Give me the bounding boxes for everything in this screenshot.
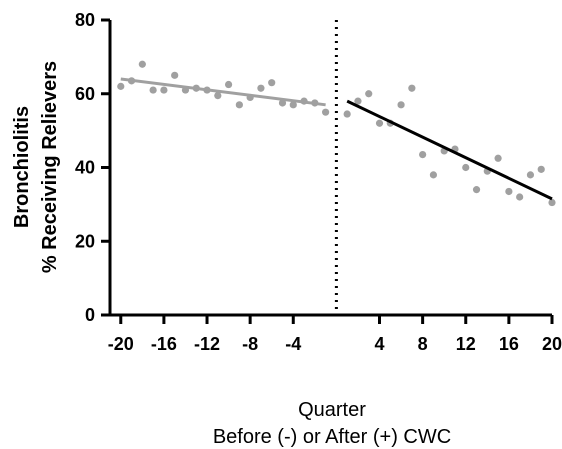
data-point xyxy=(278,99,287,107)
data-point xyxy=(149,86,157,94)
x-tick-label: 20 xyxy=(542,334,562,354)
data-point xyxy=(160,86,168,94)
data-point xyxy=(462,163,470,172)
trend-line xyxy=(346,99,553,201)
data-point xyxy=(375,119,384,127)
y-tick-label: 40 xyxy=(75,158,95,178)
x-tick-label: -16 xyxy=(151,334,177,354)
y-tick-label: 80 xyxy=(75,10,95,30)
trend-line xyxy=(120,77,326,107)
y-axis-title-line-2: % Receiving Relievers xyxy=(39,61,61,273)
x-axis-title-line-2: Before (-) or After (+) CWC xyxy=(213,426,451,448)
data-point xyxy=(516,193,524,201)
x-tick-label: 4 xyxy=(375,334,385,354)
x-axis-title: Quarter Before (-) or After (+) CWC xyxy=(213,399,451,448)
data-point xyxy=(408,84,416,92)
data-point xyxy=(505,187,513,196)
data-point xyxy=(235,101,243,109)
data-point xyxy=(268,79,276,87)
x-axis-title-line-1: Quarter xyxy=(298,399,366,421)
x-tick-label: -8 xyxy=(242,334,258,354)
data-point xyxy=(214,91,222,100)
y-tick-label: 20 xyxy=(75,231,95,251)
data-point xyxy=(429,171,438,179)
data-point xyxy=(322,108,330,116)
x-tick-label: 8 xyxy=(418,334,428,354)
data-point xyxy=(257,84,265,92)
data-point xyxy=(117,82,125,90)
y-axis-title-line-1: Bronchiolitis xyxy=(11,106,33,228)
x-tick-label: -12 xyxy=(194,334,220,354)
data-point xyxy=(138,60,146,68)
plot-area: 0 20 40 60 80 -20 -16 -12 -8 -4 4 8 12 16 20 xyxy=(75,10,562,354)
y-tick-label: 0 xyxy=(85,305,95,325)
data-point xyxy=(343,110,351,118)
data-point xyxy=(365,90,373,98)
y-axis-title: Bronchiolitis % Receiving Relievers xyxy=(11,61,61,273)
data-point xyxy=(354,97,362,105)
x-tick-label: -20 xyxy=(108,334,134,354)
data-point xyxy=(548,198,556,207)
data-point xyxy=(171,71,179,79)
data-point xyxy=(526,171,535,179)
data-point xyxy=(224,80,233,89)
x-tick-label: 12 xyxy=(456,334,476,354)
x-tick-label: 16 xyxy=(499,334,519,354)
data-point xyxy=(419,150,427,159)
data-point xyxy=(397,101,405,109)
data-point xyxy=(289,101,297,109)
data-point xyxy=(537,165,545,173)
x-tick-label: -4 xyxy=(285,334,301,354)
data-point xyxy=(494,154,502,162)
data-point xyxy=(472,186,481,194)
y-tick-label: 60 xyxy=(75,84,95,104)
